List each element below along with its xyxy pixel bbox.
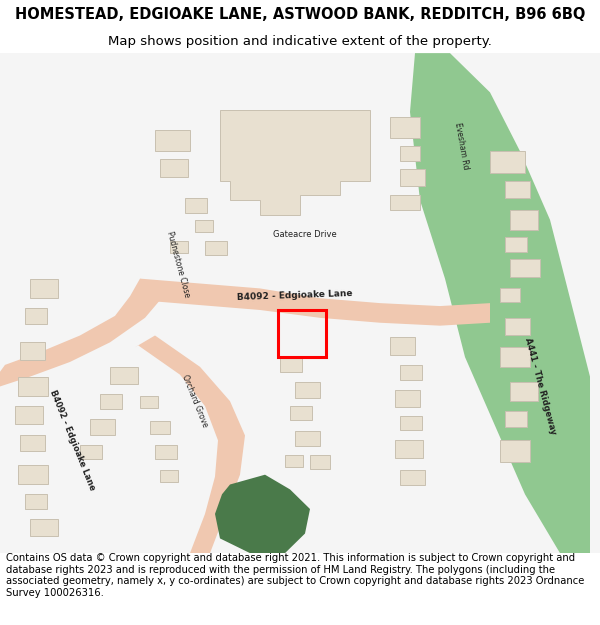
Bar: [155, 129, 190, 151]
Bar: [278, 310, 326, 357]
Polygon shape: [220, 110, 370, 215]
Text: A441 - The Ridgeway: A441 - The Ridgeway: [523, 337, 557, 436]
Bar: [400, 146, 420, 161]
Bar: [400, 470, 425, 486]
Bar: [400, 169, 425, 186]
Text: HOMESTEAD, EDGIOAKE LANE, ASTWOOD BANK, REDDITCH, B96 6BQ: HOMESTEAD, EDGIOAKE LANE, ASTWOOD BANK, …: [15, 8, 585, 22]
Bar: [185, 198, 207, 213]
Bar: [500, 348, 530, 367]
Text: Gateacre Drive: Gateacre Drive: [273, 230, 337, 239]
Bar: [505, 318, 530, 336]
Bar: [510, 259, 540, 277]
Bar: [30, 519, 58, 536]
Bar: [25, 494, 47, 509]
Bar: [90, 419, 115, 436]
Bar: [290, 406, 312, 420]
Polygon shape: [140, 279, 490, 326]
Bar: [505, 238, 527, 252]
Bar: [310, 455, 330, 469]
Bar: [395, 391, 420, 407]
Bar: [20, 436, 45, 451]
Bar: [18, 465, 48, 484]
Bar: [390, 117, 420, 138]
Bar: [170, 241, 188, 253]
Bar: [510, 381, 538, 401]
Bar: [395, 441, 423, 458]
Bar: [20, 342, 45, 360]
Bar: [505, 411, 527, 427]
Bar: [490, 151, 525, 173]
Bar: [160, 159, 188, 177]
Bar: [500, 288, 520, 302]
Text: Pudnestone Close: Pudnestone Close: [165, 230, 191, 298]
Bar: [80, 445, 102, 459]
Bar: [25, 308, 47, 324]
Text: Evesham Rd: Evesham Rd: [454, 122, 470, 171]
Bar: [100, 394, 122, 409]
Bar: [390, 338, 415, 355]
Bar: [505, 181, 530, 198]
Bar: [295, 381, 320, 398]
Bar: [280, 357, 302, 372]
Polygon shape: [455, 110, 475, 141]
Bar: [400, 416, 422, 429]
Bar: [500, 441, 530, 462]
Bar: [18, 377, 48, 396]
Polygon shape: [0, 279, 160, 386]
Bar: [155, 445, 177, 459]
Polygon shape: [410, 53, 590, 553]
Bar: [285, 455, 303, 467]
Text: Map shows position and indicative extent of the property.: Map shows position and indicative extent…: [108, 35, 492, 48]
Polygon shape: [135, 336, 245, 553]
Bar: [140, 396, 158, 408]
Bar: [160, 470, 178, 481]
Bar: [295, 431, 320, 446]
Bar: [510, 210, 538, 229]
Polygon shape: [215, 475, 310, 553]
Bar: [150, 421, 170, 434]
Bar: [30, 279, 58, 298]
Bar: [390, 195, 420, 210]
Text: B4092 - Edgioake Lane: B4092 - Edgioake Lane: [47, 389, 97, 492]
Bar: [400, 365, 422, 379]
Bar: [15, 406, 43, 424]
Bar: [110, 367, 138, 384]
Bar: [205, 241, 227, 255]
Bar: [195, 220, 213, 231]
Text: Contains OS data © Crown copyright and database right 2021. This information is : Contains OS data © Crown copyright and d…: [6, 553, 584, 598]
Text: Orchard Grove: Orchard Grove: [181, 374, 209, 429]
Text: B4092 - Edgioake Lane: B4092 - Edgioake Lane: [237, 289, 353, 302]
